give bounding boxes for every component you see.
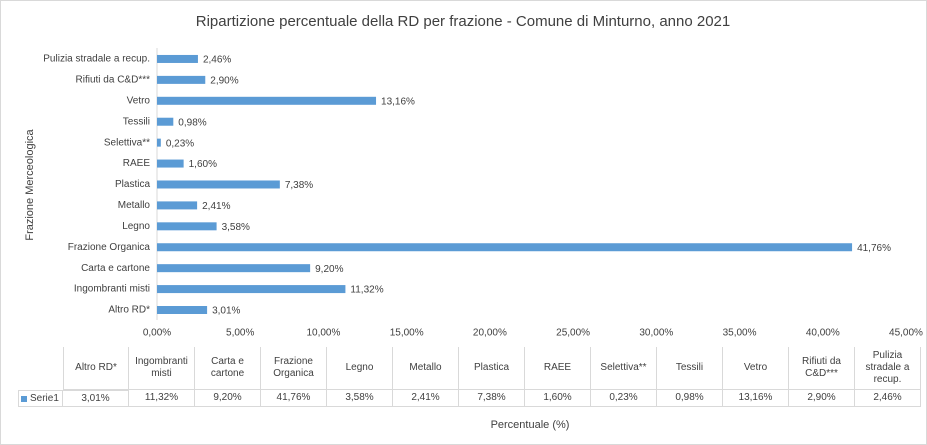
data-label: 0,23% xyxy=(166,138,194,149)
bar xyxy=(157,180,280,189)
y-tick-label: Plastica xyxy=(115,179,150,190)
x-tick-label: 15,00% xyxy=(390,328,424,339)
table-value: 2,46% xyxy=(855,390,921,407)
data-label: 7,38% xyxy=(285,180,313,191)
x-axis-title: Percentuale (%) xyxy=(491,419,570,431)
table-value: 13,16% xyxy=(723,390,789,407)
table-header: RAEE xyxy=(525,347,591,390)
table-value: 7,38% xyxy=(459,390,525,407)
table-header: Rifiuti da C&D*** xyxy=(789,347,855,390)
bar xyxy=(157,138,161,147)
data-label: 13,16% xyxy=(381,96,415,107)
y-axis-title: Frazione Merceologica xyxy=(24,128,36,240)
bar xyxy=(157,54,198,63)
bar xyxy=(157,222,217,231)
table-header: Legno xyxy=(327,347,393,390)
table-value: 1,60% xyxy=(525,390,591,407)
table-value: 41,76% xyxy=(261,390,327,407)
table-header: Ingombranti misti xyxy=(129,347,195,390)
chart-title: Ripartizione percentuale della RD per fr… xyxy=(196,13,730,30)
data-label: 41,76% xyxy=(857,243,891,254)
data-label: 9,20% xyxy=(315,264,343,275)
table-value: 3,01% xyxy=(63,390,129,407)
table-value: 2,41% xyxy=(393,390,459,407)
x-tick-label: 10,00% xyxy=(306,328,340,339)
bar xyxy=(157,159,184,168)
table-value: 9,20% xyxy=(195,390,261,407)
bar xyxy=(157,201,198,210)
table-header: Pulizia stradale a recup. xyxy=(855,347,921,390)
bar xyxy=(157,75,206,84)
bar xyxy=(157,264,311,273)
legend-swatch xyxy=(21,395,27,402)
table-header: Altro RD* xyxy=(63,347,129,390)
data-label: 0,98% xyxy=(178,117,206,128)
table-value: 3,58% xyxy=(327,390,393,407)
table-header: Plastica xyxy=(459,347,525,390)
table-value: 0,23% xyxy=(591,390,657,407)
y-tick-label: Ingombranti misti xyxy=(74,284,150,295)
bar xyxy=(157,117,174,126)
data-label: 2,41% xyxy=(202,201,230,212)
data-label: 3,58% xyxy=(222,222,250,233)
data-label: 1,60% xyxy=(189,159,217,170)
data-label: 3,01% xyxy=(212,306,240,317)
y-tick-label: RAEE xyxy=(123,158,151,169)
data-label: 2,46% xyxy=(203,55,231,66)
x-tick-label: 20,00% xyxy=(473,328,507,339)
x-tick-label: 35,00% xyxy=(723,328,757,339)
legend-cell: Serie1 xyxy=(18,390,63,407)
y-tick-label: Selettiva** xyxy=(104,137,150,148)
bar xyxy=(157,306,208,314)
table-header: Metallo xyxy=(393,347,459,390)
table-header: Vetro xyxy=(723,347,789,390)
table-value: 11,32% xyxy=(129,390,195,407)
y-tick-label: Carta e cartone xyxy=(81,263,150,274)
y-tick-label: Frazione Organica xyxy=(68,242,151,253)
y-tick-label: Rifiuti da C&D*** xyxy=(76,75,151,86)
table-header: Frazione Organica xyxy=(261,347,327,390)
table-header: Tessili xyxy=(657,347,723,390)
x-tick-label: 30,00% xyxy=(639,328,673,339)
y-tick-label: Tessili xyxy=(123,116,150,127)
table-header: Selettiva** xyxy=(591,347,657,390)
x-tick-label: 40,00% xyxy=(806,328,840,339)
data-label: 11,32% xyxy=(350,285,383,296)
y-tick-label: Pulizia stradale a recup. xyxy=(43,54,150,65)
y-tick-label: Vetro xyxy=(127,95,151,106)
bar xyxy=(157,96,377,105)
table-header: Carta e cartone xyxy=(195,347,261,390)
bar xyxy=(157,243,853,252)
y-tick-label: Altro RD* xyxy=(108,305,150,316)
legend-label: Serie1 xyxy=(30,392,59,404)
table-value: 0,98% xyxy=(657,390,723,407)
data-label: 2,90% xyxy=(210,76,238,87)
x-tick-label: 25,00% xyxy=(556,328,590,339)
x-tick-label: 45,00% xyxy=(889,328,923,339)
y-tick-label: Metallo xyxy=(118,200,151,211)
x-tick-label: 0,00% xyxy=(143,328,171,339)
x-tick-label: 5,00% xyxy=(226,328,254,339)
bar xyxy=(157,285,346,294)
table-value: 2,90% xyxy=(789,390,855,407)
y-tick-label: Legno xyxy=(122,221,150,232)
